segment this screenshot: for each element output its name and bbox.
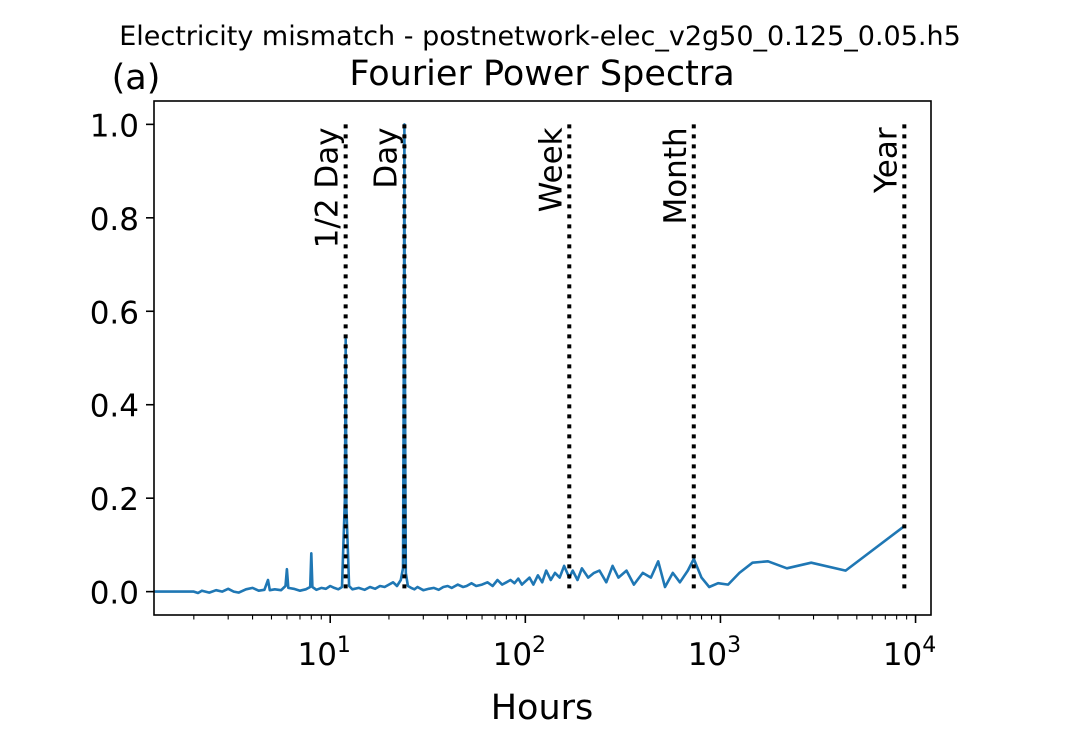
- x-tick-label: 104: [883, 633, 936, 673]
- x-tick-label: 102: [493, 633, 546, 673]
- chart-title: Fourier Power Spectra: [349, 54, 734, 94]
- y-tick-label: 0.6: [90, 295, 139, 331]
- x-axis-label: Hours: [491, 688, 594, 728]
- y-axis: 0.0 0.2 0.4 0.6 0.8 1.0: [90, 108, 154, 612]
- y-tick-label: 0.8: [90, 202, 139, 238]
- panel-label: (a): [112, 58, 161, 98]
- vline-label: Year: [868, 127, 904, 194]
- x-axis: 101 102 103 104: [193, 615, 936, 673]
- x-tick-label: 103: [688, 633, 741, 673]
- figure-suptitle: Electricity mismatch - postnetwork-elec_…: [119, 21, 961, 52]
- x-tick-label: 101: [297, 633, 350, 673]
- y-tick-label: 0.2: [90, 482, 139, 518]
- y-tick-label: 1.0: [90, 108, 139, 144]
- axes-frame: [153, 100, 932, 616]
- vline-label: Day: [368, 127, 404, 188]
- y-tick-label: 0.0: [90, 576, 139, 612]
- power-spectrum-line: [154, 123, 906, 595]
- vline-label: 1/2 Day: [310, 127, 346, 248]
- y-tick-label: 0.4: [90, 389, 139, 425]
- vline-label: Month: [658, 127, 694, 224]
- plot-area: 1/2 Day Day Week Month Year: [154, 123, 907, 595]
- vline-label: Week: [533, 127, 569, 212]
